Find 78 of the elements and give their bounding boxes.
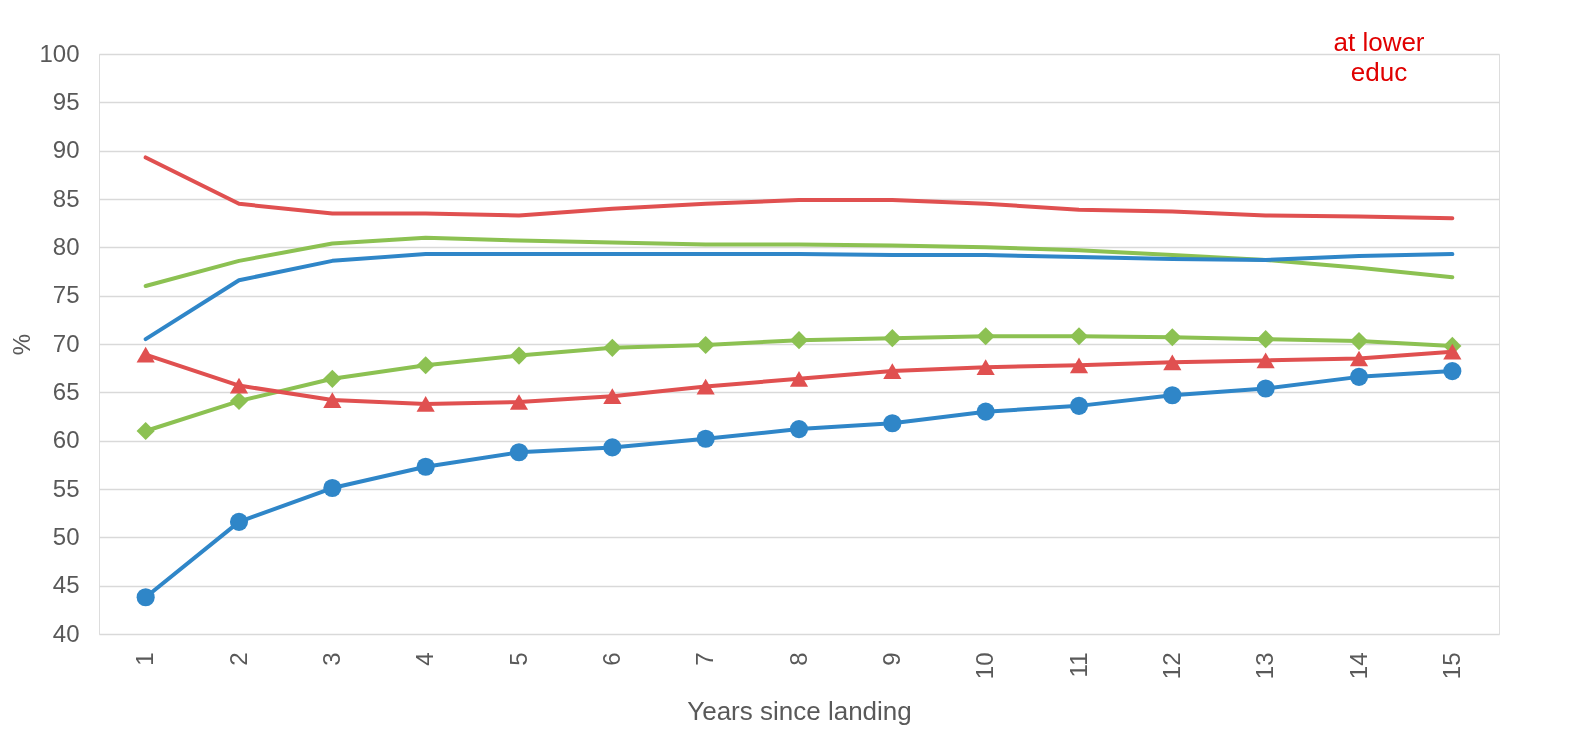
- point: [696, 335, 715, 355]
- point: [1163, 328, 1182, 347]
- y-tick-label: 55: [52, 474, 80, 502]
- point: [789, 370, 809, 387]
- point: [323, 369, 342, 388]
- point: [603, 338, 622, 357]
- y-tick-label: 50: [52, 522, 80, 550]
- y-axis-title: %: [8, 333, 36, 356]
- point: [976, 359, 995, 376]
- line-series: [143, 155, 1455, 221]
- x-tick-label: 7: [691, 652, 719, 666]
- line-series: [143, 252, 1455, 342]
- point: [1349, 350, 1369, 367]
- x-tick-label: 4: [411, 652, 439, 666]
- point: [696, 378, 715, 395]
- point: [509, 346, 529, 365]
- point: [883, 363, 902, 379]
- y-tick-label: 75: [52, 281, 80, 309]
- point: [883, 414, 902, 433]
- x-tick-label: 1: [131, 652, 159, 666]
- y-tick-label: 85: [52, 184, 80, 212]
- line-series: [143, 235, 1455, 288]
- x-tick-label: 5: [504, 652, 532, 666]
- x-tick-label: 15: [1437, 652, 1465, 680]
- x-tick-label: 13: [1251, 652, 1279, 680]
- point: [789, 331, 809, 350]
- x-tick-label: 8: [784, 652, 812, 666]
- point: [229, 512, 249, 531]
- point: [1069, 327, 1089, 346]
- y-tick-label: 90: [52, 136, 80, 164]
- point: [1256, 352, 1275, 369]
- x-tick-label: 12: [1157, 652, 1185, 680]
- point: [1349, 367, 1369, 386]
- point: [976, 402, 995, 421]
- point: [323, 392, 342, 408]
- y-tick-label: 95: [52, 87, 80, 115]
- point: [509, 443, 529, 462]
- y-tick-label: 45: [52, 571, 80, 599]
- point: [1443, 362, 1462, 381]
- point: [1349, 332, 1369, 351]
- point: [696, 429, 715, 448]
- y-tick-label: 60: [52, 426, 80, 454]
- x-tick-label: 3: [317, 652, 345, 666]
- point: [976, 327, 995, 346]
- point: [1163, 386, 1182, 405]
- point: [323, 478, 342, 498]
- point: [1069, 357, 1089, 374]
- point: [416, 396, 435, 412]
- x-axis-title: Years since landing: [687, 696, 912, 727]
- point: [229, 377, 249, 394]
- x-tick-label: 14: [1344, 652, 1372, 680]
- x-tick-label: 11: [1064, 652, 1092, 678]
- point: [136, 421, 155, 441]
- annotation: at lower educ: [1333, 27, 1425, 87]
- point: [1256, 379, 1275, 398]
- y-tick-label: 70: [52, 329, 80, 357]
- point: [603, 438, 622, 457]
- point: [883, 329, 902, 348]
- point: [509, 394, 529, 410]
- point: [1256, 330, 1275, 349]
- x-tick-label: 2: [224, 652, 252, 666]
- point: [603, 388, 622, 405]
- point: [416, 457, 435, 476]
- y-tick-label: 80: [52, 232, 80, 260]
- point: [136, 346, 155, 363]
- x-tick-label: 6: [597, 652, 625, 666]
- point: [1443, 343, 1462, 360]
- point: [789, 420, 809, 439]
- y-tick-label: 65: [52, 377, 80, 405]
- y-tick-label: 100: [39, 39, 80, 67]
- x-tick-label: 9: [877, 652, 905, 666]
- point: [1163, 354, 1182, 371]
- y-tick-label: 40: [52, 619, 80, 647]
- point: [416, 356, 435, 375]
- x-tick-label: 10: [971, 652, 999, 680]
- point: [136, 588, 155, 607]
- point: [229, 391, 249, 411]
- point: [1069, 396, 1089, 415]
